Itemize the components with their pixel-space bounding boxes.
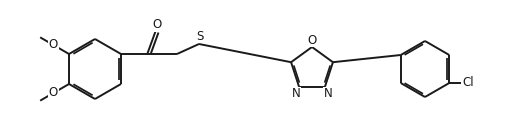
Text: O: O — [49, 38, 58, 52]
Text: Cl: Cl — [462, 76, 474, 89]
Text: N: N — [291, 87, 301, 100]
Text: N: N — [323, 87, 333, 100]
Text: S: S — [196, 29, 204, 42]
Text: O: O — [307, 34, 317, 46]
Text: O: O — [152, 18, 161, 32]
Text: O: O — [49, 86, 58, 99]
